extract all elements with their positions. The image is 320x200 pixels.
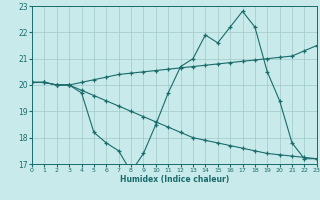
X-axis label: Humidex (Indice chaleur): Humidex (Indice chaleur) bbox=[120, 175, 229, 184]
